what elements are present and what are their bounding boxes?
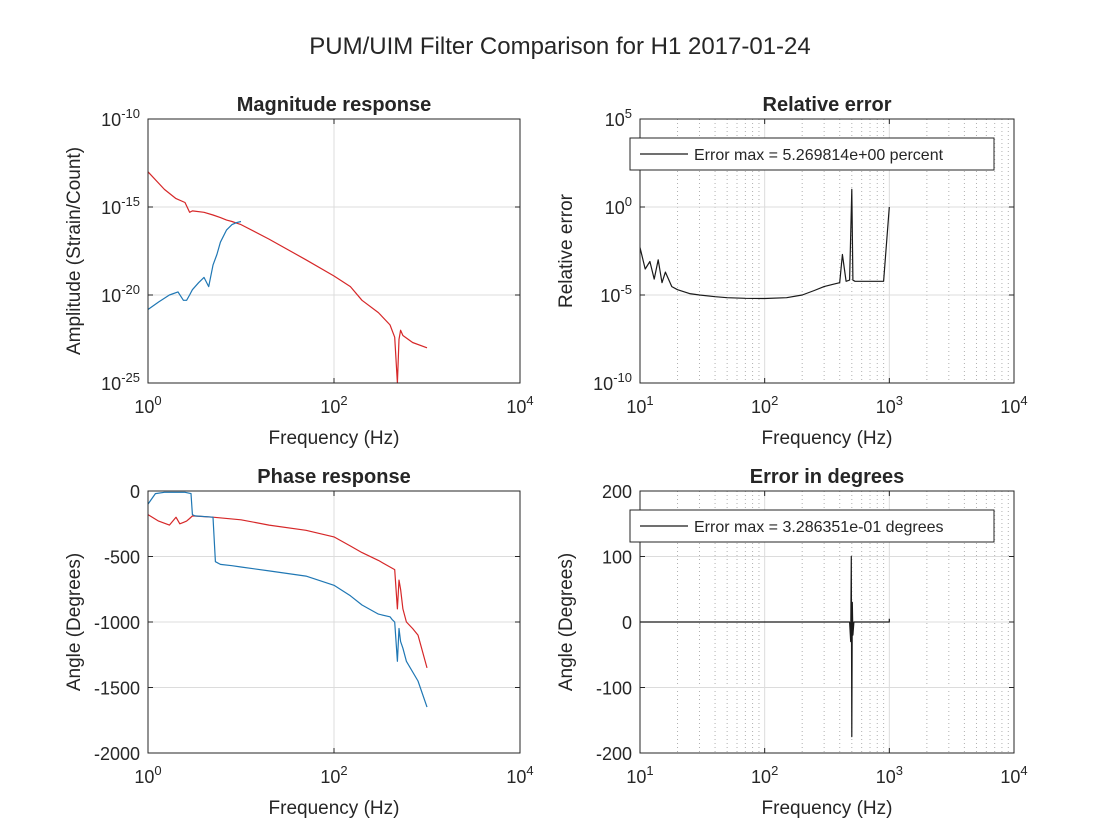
- series-line-red: [147, 171, 428, 384]
- axes-frame: [639, 118, 1015, 384]
- y-tick-label: -100: [596, 679, 632, 699]
- chart-3: 100 102 104 0 -500 -1000 -1500 -2000 Phase respo…: [64, 466, 534, 819]
- chart-1: 100 102 104 10-25 10-20 10-15 10-10 Magnitude r…: [64, 94, 534, 449]
- x-tick-label: 102: [751, 763, 778, 787]
- x-tick-label: 103: [876, 763, 903, 787]
- y-tick-label: 10-15: [101, 194, 140, 218]
- axes-frame: [639, 490, 1015, 754]
- x-tick-label: 101: [626, 763, 653, 787]
- y-tick-label: 10-10: [101, 106, 140, 130]
- x-axis-label: Frequency (Hz): [269, 798, 400, 819]
- series-line-red: [147, 514, 428, 669]
- y-axis-label: Relative error: [556, 193, 577, 308]
- x-tick-label: 102: [751, 393, 778, 417]
- axes-frame: [147, 118, 521, 384]
- x-axis-label: Frequency (Hz): [762, 428, 893, 449]
- y-tick-label: -500: [104, 548, 140, 568]
- x-tick-label: 100: [134, 393, 161, 417]
- series-line-blue: [147, 491, 428, 708]
- y-axis-label: Amplitude (Strain/Count): [64, 147, 85, 355]
- x-tick-label: 103: [876, 393, 903, 417]
- x-tick-label: 104: [506, 393, 533, 417]
- x-tick-label: 102: [320, 393, 347, 417]
- y-axis-label: Angle (Degrees): [64, 553, 85, 691]
- y-tick-label: 10-20: [101, 282, 140, 306]
- axes-frame: [147, 490, 521, 754]
- chart-title: Phase response: [257, 466, 410, 488]
- x-tick-label: 100: [134, 763, 161, 787]
- legend: Error max = 3.286351e-01 degrees: [629, 509, 995, 543]
- y-tick-label: 200: [602, 482, 632, 502]
- figure-suptitle: PUM/UIM Filter Comparison for H1 2017-01…: [309, 33, 811, 60]
- x-axis-label: Frequency (Hz): [762, 798, 893, 819]
- x-tick-label: 104: [1000, 763, 1027, 787]
- y-axis-label: Angle (Degrees): [556, 553, 577, 691]
- series-line-blue: [147, 220, 242, 310]
- y-tick-label: 105: [605, 106, 632, 130]
- legend-box: [629, 509, 995, 543]
- y-tick-label: 0: [622, 613, 632, 633]
- y-tick-label: -1000: [94, 613, 140, 633]
- y-tick-label: 0: [130, 482, 140, 502]
- chart-title: Error in degrees: [750, 466, 905, 488]
- y-tick-label: -1500: [94, 679, 140, 699]
- chart-title: Magnitude response: [237, 94, 431, 116]
- chart-title: Relative error: [763, 94, 892, 116]
- legend-box: [629, 137, 995, 171]
- legend-entry: Error max = 5.269814e+00 percent: [694, 147, 944, 164]
- y-tick-label: -2000: [94, 744, 140, 764]
- legend: Error max = 5.269814e+00 percent: [629, 137, 995, 171]
- x-tick-label: 102: [320, 763, 347, 787]
- series-line-black: [639, 188, 890, 300]
- x-axis-label: Frequency (Hz): [269, 428, 400, 449]
- chart-2: 101 102 103 104 10-10 10-5 100 105 Error max = 5…: [556, 94, 1028, 449]
- x-tick-label: 104: [1000, 393, 1027, 417]
- x-tick-label: 101: [626, 393, 653, 417]
- legend-entry: Error max = 3.286351e-01 degrees: [694, 519, 943, 536]
- y-tick-label: 10-5: [600, 282, 632, 306]
- x-tick-label: 104: [506, 763, 533, 787]
- chart-4: 101 102 103 104 200 100 0 -100 -200 Error max = 3…: [556, 466, 1028, 819]
- y-tick-label: 10-25: [101, 370, 140, 394]
- y-tick-label: -200: [596, 744, 632, 764]
- y-tick-label: 100: [602, 548, 632, 568]
- y-tick-label: 100: [605, 194, 632, 218]
- y-tick-label: 10-10: [593, 370, 632, 394]
- charts-container: 100 102 104 10-25 10-20 10-15 10-10 Magnitude r…: [64, 94, 1028, 819]
- series-line-black: [640, 555, 890, 738]
